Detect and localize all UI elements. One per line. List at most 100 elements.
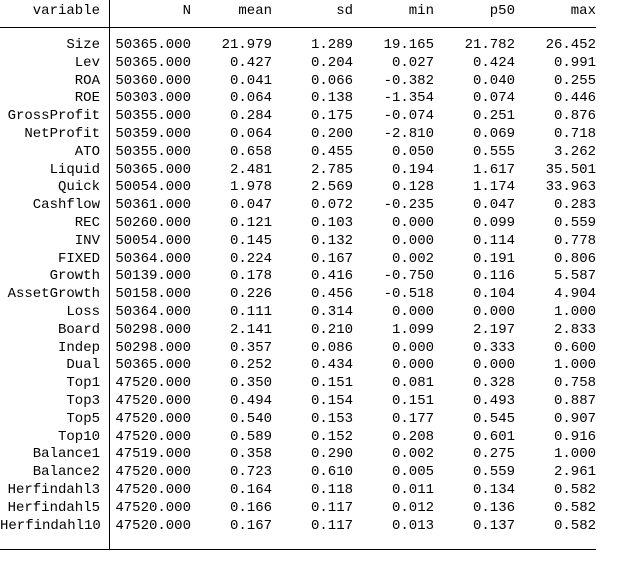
table-cell: 0.350 <box>229 375 272 392</box>
table-cell: 47520.000 <box>115 499 191 516</box>
table-cell: 2.961 <box>553 464 596 481</box>
table-row: GrossProfit 50355.000 0.284 0.175 -0.074 0.25… <box>0 108 596 126</box>
table-cell: 0.103 <box>310 214 353 231</box>
table-cell: 0.718 <box>553 125 596 142</box>
table-cell: 0.589 <box>229 428 272 445</box>
row-variable-label: Top5 <box>66 410 100 427</box>
table-row: Quick 50054.000 1.978 2.569 0.128 1.174 33.963 <box>0 179 596 197</box>
table-cell: 0.064 <box>229 90 272 107</box>
table-cell: 0.290 <box>310 446 353 463</box>
table-cell: 0.582 <box>553 481 596 498</box>
table-cell: 21.979 <box>221 37 272 53</box>
table-cell: 0.328 <box>472 375 515 392</box>
table-cell: 0.081 <box>391 375 434 392</box>
table-cell: 0.916 <box>553 428 596 445</box>
table-cell: 0.200 <box>310 125 353 142</box>
table-cell: -0.382 <box>383 72 434 89</box>
row-variable-label: Indep <box>57 339 100 356</box>
table-cell: 0.582 <box>553 517 596 534</box>
summary-statistics-table: variable N mean sd min p50 max Size 50365… <box>0 0 596 551</box>
row-variable-label: Herfindahl5 <box>7 499 100 516</box>
table-cell: 0.191 <box>472 250 515 267</box>
table-row: ROA 50360.000 0.041 0.066 -0.382 0.040 0.255 <box>0 73 596 91</box>
row-variable-label: ROA <box>74 72 100 89</box>
table-cell: 47520.000 <box>115 375 191 392</box>
table-cell: 50355.000 <box>115 108 191 125</box>
column-header-mean: mean <box>238 3 272 19</box>
table-cell: 0.066 <box>310 72 353 89</box>
table-cell: 0.806 <box>553 250 596 267</box>
table-cell: 21.782 <box>464 37 515 53</box>
column-header-min: min <box>408 3 434 19</box>
table-cell: 0.012 <box>391 499 434 516</box>
table-cell: 0.758 <box>553 375 596 392</box>
table-cell: 0.545 <box>472 410 515 427</box>
table-cell: 5.587 <box>553 268 596 285</box>
table-cell: 0.424 <box>472 54 515 71</box>
table-cell: 0.887 <box>553 392 596 409</box>
table-cell: 0.540 <box>229 410 272 427</box>
table-cell: 0.116 <box>472 268 515 285</box>
table-cell: 0.224 <box>229 250 272 267</box>
table-cell: 0.493 <box>472 392 515 409</box>
table-row: NetProfit 50359.000 0.064 0.200 -2.810 0.069 0… <box>0 126 596 144</box>
row-variable-label: Balance2 <box>32 464 100 481</box>
table-cell: 0.000 <box>391 339 434 356</box>
table-cell: 0.559 <box>472 464 515 481</box>
table-cell: 0.555 <box>472 143 515 160</box>
table-cell: 0.002 <box>391 446 434 463</box>
table-cell: 0.494 <box>229 392 272 409</box>
table-row: Herfindahl5 47520.000 0.166 0.117 0.012 0.136… <box>0 500 596 518</box>
column-header-max: max <box>570 3 596 19</box>
table-row: Herfindahl10 47520.000 0.167 0.117 0.013 0.13… <box>0 518 596 536</box>
table-cell: 0.175 <box>310 108 353 125</box>
table-cell: 0.145 <box>229 232 272 249</box>
table-row: Dual 50365.000 0.252 0.434 0.000 0.000 1.000 <box>0 357 596 375</box>
table-cell: 0.154 <box>310 392 353 409</box>
table-cell: 0.255 <box>553 72 596 89</box>
table-cell: -1.354 <box>383 90 434 107</box>
table-cell: 0.047 <box>229 197 272 214</box>
table-cell: 50359.000 <box>115 125 191 142</box>
table-cell: 0.778 <box>553 232 596 249</box>
table-cell: 50355.000 <box>115 143 191 160</box>
table-cell: 50158.000 <box>115 286 191 303</box>
table-cell: -2.810 <box>383 125 434 142</box>
row-variable-label: Dual <box>66 357 100 374</box>
table-cell: 50139.000 <box>115 268 191 285</box>
table-cell: 0.137 <box>472 517 515 534</box>
table-row: Cashflow 50361.000 0.047 0.072 -0.235 0.047 0.… <box>0 197 596 215</box>
table-row: Balance2 47520.000 0.723 0.610 0.005 0.559 2.9… <box>0 464 596 482</box>
table-cell: 0.138 <box>310 90 353 107</box>
row-variable-label: Cashflow <box>32 197 100 214</box>
table-cell: 0.658 <box>229 143 272 160</box>
table-cell: 50365.000 <box>115 357 191 374</box>
table-cell: 0.151 <box>310 375 353 392</box>
table-row: Size 50365.000 21.979 1.289 19.165 21.782 26.4… <box>0 37 596 55</box>
table-cell: 0.152 <box>310 428 353 445</box>
table-cell: 50260.000 <box>115 214 191 231</box>
table-cell: 0.069 <box>472 125 515 142</box>
table-cell: 47520.000 <box>115 481 191 498</box>
table-cell: 0.166 <box>229 499 272 516</box>
table-cell: 0.876 <box>553 108 596 125</box>
table-cell: 0.283 <box>553 197 596 214</box>
table-cell: 0.134 <box>472 481 515 498</box>
table-row: Top3 47520.000 0.494 0.154 0.151 0.493 0.887 <box>0 393 596 411</box>
row-variable-label: Top1 <box>66 375 100 392</box>
table-body: Size 50365.000 21.979 1.289 19.165 21.782 26.4… <box>0 28 596 549</box>
row-variable-label: Herfindahl10 <box>0 517 101 534</box>
table-cell: 0.074 <box>472 90 515 107</box>
row-variable-label: Liquid <box>49 161 100 178</box>
table-cell: 0.456 <box>310 286 353 303</box>
table-cell: 2.141 <box>229 321 272 338</box>
table-cell: 26.452 <box>545 37 596 53</box>
table-cell: 0.167 <box>229 517 272 534</box>
table-cell: 0.064 <box>229 125 272 142</box>
table-cell: 47520.000 <box>115 428 191 445</box>
table-cell: 47520.000 <box>115 517 191 534</box>
table-cell: 0.559 <box>553 214 596 231</box>
table-cell: 0.132 <box>310 232 353 249</box>
table-cell: 0.151 <box>391 392 434 409</box>
table-cell: 2.569 <box>310 179 353 196</box>
